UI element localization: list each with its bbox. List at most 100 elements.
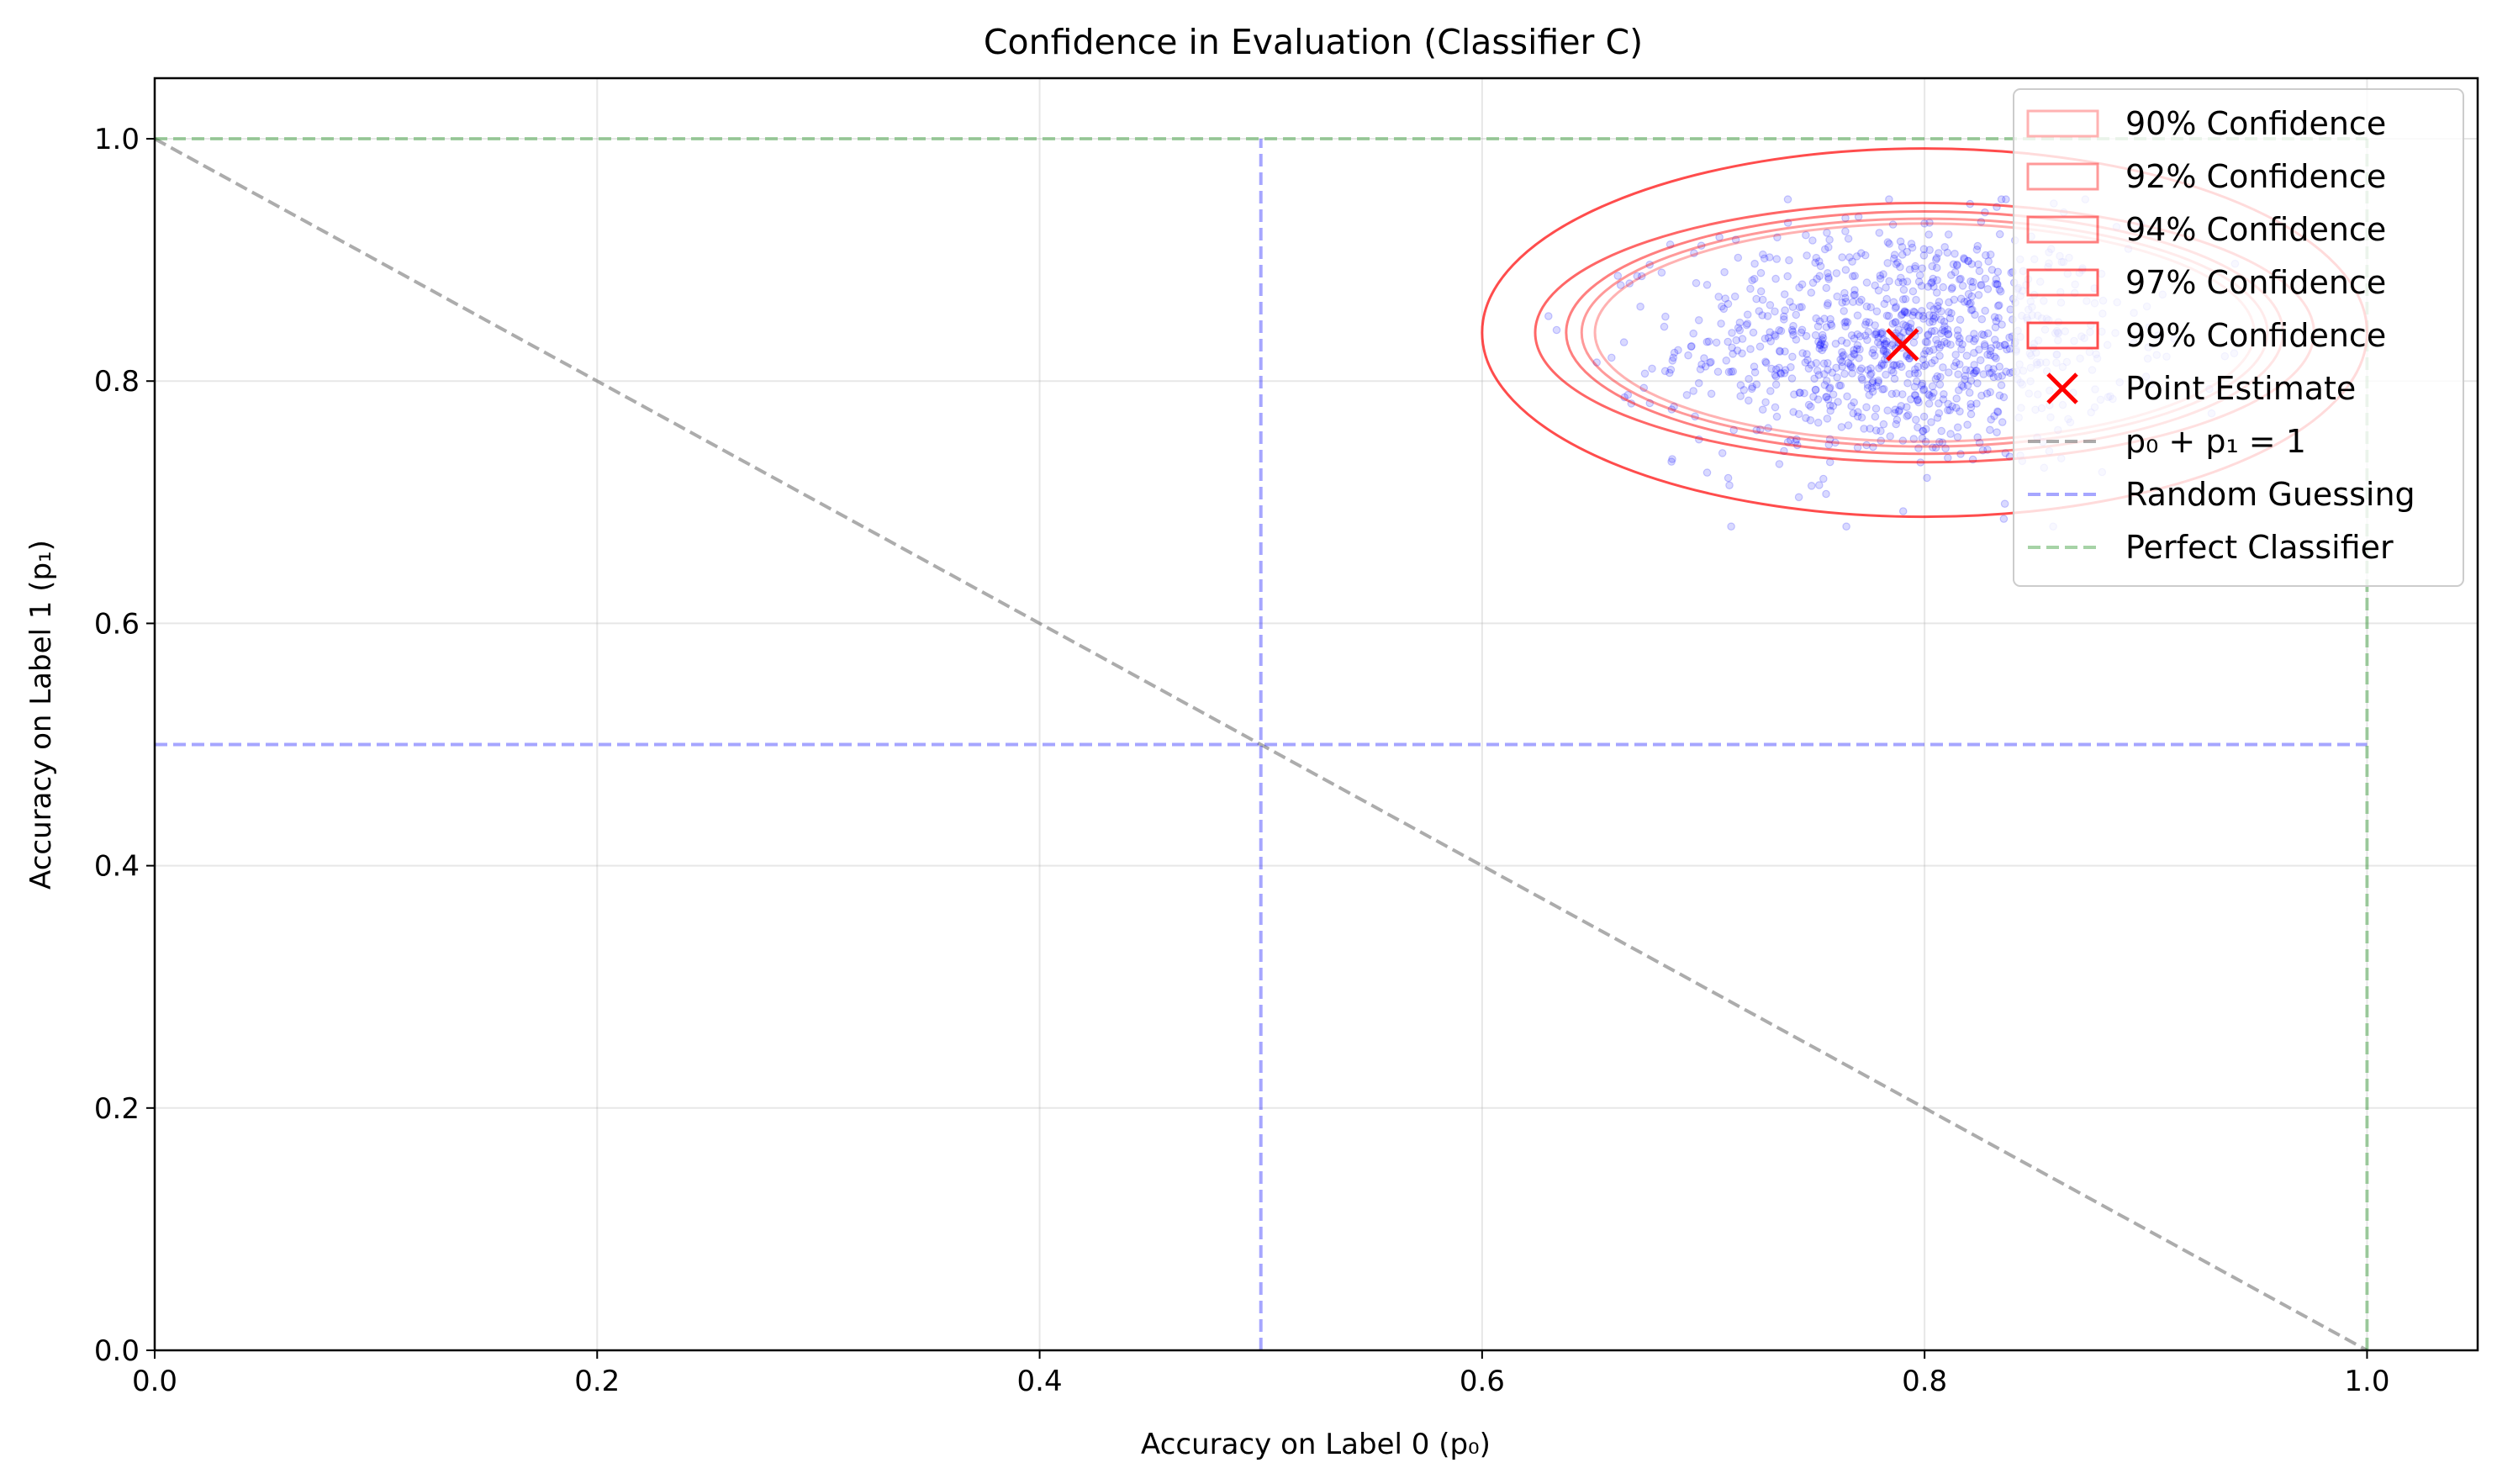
bootstrap-point bbox=[1954, 370, 1962, 378]
bootstrap-point bbox=[1863, 335, 1871, 345]
bootstrap-point bbox=[1750, 367, 1760, 377]
bootstrap-point bbox=[1937, 307, 1945, 316]
bootstrap-point bbox=[1992, 354, 2000, 362]
bootstrap-point bbox=[1845, 253, 1854, 261]
bootstrap-point bbox=[1872, 328, 1881, 337]
bootstrap-point bbox=[1725, 481, 1734, 489]
bootstrap-point bbox=[1867, 369, 1876, 378]
bootstrap-point bbox=[1879, 347, 1888, 356]
bootstrap-point bbox=[1887, 389, 1897, 399]
bootstrap-point bbox=[1903, 351, 1911, 361]
bootstrap-point bbox=[1775, 325, 1783, 335]
bootstrap-point bbox=[1987, 344, 1996, 352]
bootstrap-point bbox=[1771, 403, 1780, 412]
bootstrap-point bbox=[1903, 277, 1912, 286]
bootstrap-point bbox=[1982, 389, 1992, 398]
bootstrap-point bbox=[1865, 318, 1874, 327]
bootstrap-point bbox=[1766, 253, 1774, 261]
bootstrap-point bbox=[1780, 368, 1789, 378]
bootstrap-point bbox=[1714, 293, 1723, 301]
bootstrap-point bbox=[1947, 309, 1956, 318]
bootstrap-point bbox=[1976, 356, 1985, 365]
bootstrap-point bbox=[1898, 309, 1907, 319]
bootstrap-point bbox=[1998, 418, 2007, 426]
bootstrap-point bbox=[1999, 393, 2009, 402]
bootstrap-point bbox=[1974, 260, 1982, 269]
bootstrap-point bbox=[1927, 358, 1936, 367]
bootstrap-point bbox=[1866, 424, 1874, 433]
bootstrap-point bbox=[1758, 295, 1767, 304]
bootstrap-point bbox=[1850, 272, 1859, 280]
bootstrap-point bbox=[1728, 343, 1736, 352]
bootstrap-point bbox=[1862, 441, 1871, 450]
bootstrap-point bbox=[1773, 233, 1782, 242]
bootstrap-point bbox=[1935, 399, 1943, 408]
bootstrap-point bbox=[1899, 328, 1908, 337]
bootstrap-point bbox=[1807, 481, 1816, 490]
bootstrap-point bbox=[1932, 263, 1941, 272]
bootstrap-point bbox=[1863, 381, 1872, 389]
bootstrap-point bbox=[1893, 258, 1902, 267]
bootstrap-point bbox=[1850, 334, 1859, 343]
bootstrap-point bbox=[1818, 346, 1826, 355]
bootstrap-point bbox=[2002, 367, 2010, 376]
bootstrap-point bbox=[1966, 277, 1975, 286]
bootstrap-point bbox=[1937, 426, 1945, 436]
legend-label: 97% Confidence bbox=[2125, 264, 2386, 301]
bootstrap-point bbox=[1938, 438, 1947, 446]
bootstrap-point bbox=[1893, 415, 1902, 425]
bootstrap-point bbox=[1748, 276, 1756, 285]
bootstrap-point bbox=[1986, 346, 1995, 356]
bootstrap-point bbox=[1636, 302, 1644, 311]
bootstrap-point bbox=[1775, 460, 1784, 468]
bootstrap-point bbox=[1684, 351, 1692, 360]
bootstrap-point bbox=[1883, 238, 1893, 246]
bootstrap-point bbox=[1968, 283, 1977, 292]
bootstrap-point bbox=[1750, 362, 1759, 371]
bootstrap-point bbox=[1908, 287, 1918, 296]
bootstrap-point bbox=[1996, 287, 2005, 296]
bootstrap-point bbox=[1822, 377, 1831, 385]
bootstrap-point bbox=[1732, 335, 1740, 345]
bootstrap-point bbox=[1900, 308, 1908, 316]
bootstrap-point bbox=[1919, 362, 1929, 371]
bootstrap-point bbox=[1901, 308, 1909, 317]
bootstrap-point bbox=[1877, 328, 1887, 336]
bootstrap-point bbox=[1956, 360, 1964, 369]
bootstrap-point bbox=[1756, 268, 1766, 277]
bootstrap-point bbox=[1729, 367, 1738, 376]
bootstrap-point bbox=[1966, 409, 1976, 419]
bootstrap-point bbox=[1687, 342, 1696, 351]
bootstrap-point bbox=[1966, 399, 1975, 409]
bootstrap-point bbox=[1993, 408, 2003, 416]
y-tick-label: 0.6 bbox=[94, 607, 140, 641]
bootstrap-point bbox=[1983, 350, 1992, 359]
bootstrap-point bbox=[1807, 288, 1816, 297]
bootstrap-point bbox=[1894, 407, 1903, 416]
bootstrap-point bbox=[1857, 373, 1866, 383]
legend-label: p₀ + p₁ = 1 bbox=[2125, 423, 2306, 460]
bootstrap-point bbox=[1983, 284, 1993, 293]
bootstrap-point bbox=[1933, 276, 1941, 284]
bootstrap-point bbox=[1858, 375, 1866, 384]
bootstrap-point bbox=[1911, 365, 1919, 374]
bootstrap-point bbox=[1639, 383, 1649, 393]
bootstrap-point bbox=[1781, 366, 1790, 374]
bootstrap-point bbox=[1867, 383, 1877, 393]
bootstrap-point bbox=[1888, 220, 1898, 229]
bootstrap-point bbox=[1903, 309, 1912, 317]
bootstrap-point bbox=[1864, 366, 1872, 374]
bootstrap-point bbox=[1853, 341, 1862, 350]
bootstrap-point bbox=[1925, 391, 1934, 400]
bootstrap-point bbox=[1879, 335, 1887, 344]
bootstrap-point bbox=[1702, 337, 1712, 346]
bootstrap-point bbox=[1766, 337, 1775, 346]
bootstrap-point bbox=[1923, 338, 1932, 346]
bootstrap-point bbox=[1850, 350, 1859, 359]
bootstrap-point bbox=[1811, 385, 1820, 394]
bootstrap-point bbox=[1881, 347, 1890, 356]
bootstrap-point bbox=[1637, 272, 1646, 281]
bootstrap-point bbox=[1935, 351, 1944, 360]
bootstrap-point bbox=[1824, 395, 1833, 404]
